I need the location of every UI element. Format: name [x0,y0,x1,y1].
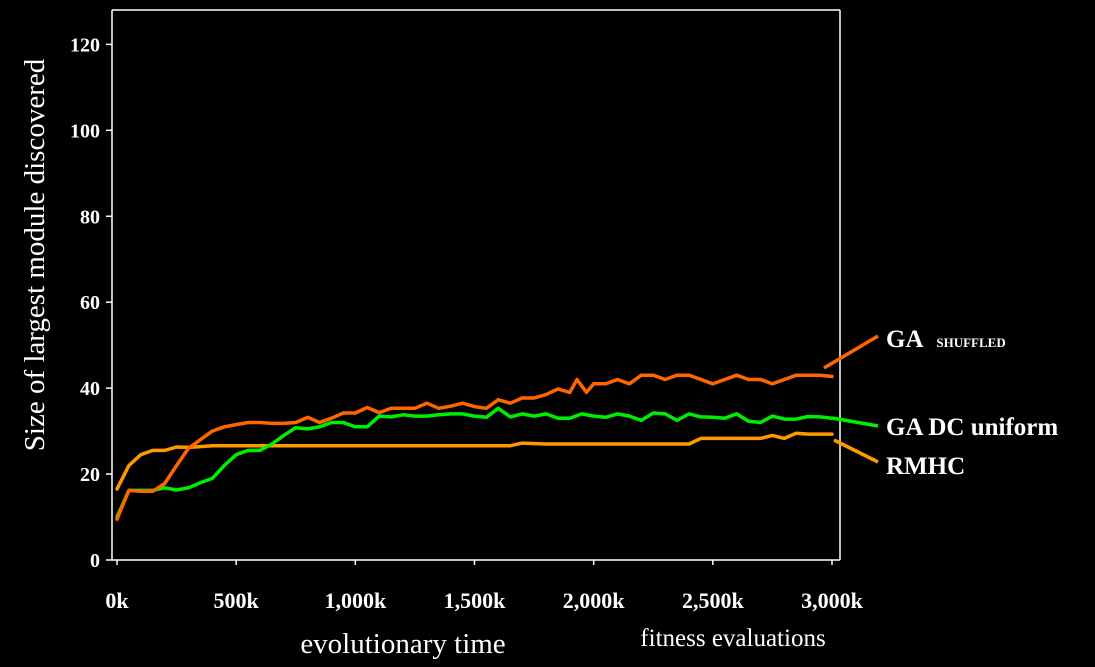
y-tick-label: 60 [80,292,100,314]
series-line-ga-dc-uniform [115,406,834,519]
legend-label-rmhc: RMHC [886,453,965,480]
legend-label-ga-shuffled-suffix: SHUFFLED [936,335,1005,350]
y-tick-label: 80 [80,206,100,228]
x-ticks: 0k 500k 1,000k 1,500k 2,000k 2,500k 3,000k [105,560,864,613]
axes [111,9,841,561]
x-tick-label: 2,500k [682,588,745,613]
y-tick-label: 120 [70,34,100,56]
x-tick-label: 1,000k [324,588,387,613]
x-tick-label: 500k [214,588,260,613]
y-tick-label: 20 [80,464,100,486]
x-tick-label: 3,000k [801,588,864,613]
legend-label-ga-shuffled-main: GA [886,326,923,353]
series-line-ga-shuffled [115,373,834,521]
series-line-rmhc [115,431,834,491]
y-ticks: 0 20 40 60 80 100 120 [70,34,112,572]
y-tick-label: 0 [90,550,100,572]
legend: GA SHUFFLED GA DC uniform RMHC [823,326,1058,480]
y-tick-label: 100 [70,120,100,142]
x-axis-title: evolutionary time [300,628,505,660]
x-tick-label: 1,500k [444,588,507,613]
x-tick-label: 0k [105,588,129,613]
legend-pointer-ga-dc-uniform [831,416,879,428]
x-tick-label: 2,000k [563,588,626,613]
y-axis-title: Size of largest module discovered [19,58,51,451]
y-tick-label: 40 [80,378,100,400]
x-axis-secondary-title: fitness evaluations [640,625,825,652]
legend-label-ga-shuffled: GA SHUFFLED [886,326,1006,353]
legend-label-ga-dc-uniform: GA DC uniform [886,414,1058,441]
series-lines [115,373,834,521]
legend-pointer-rmhc [833,438,879,464]
legend-pointer-ga-shuffled [823,334,879,370]
